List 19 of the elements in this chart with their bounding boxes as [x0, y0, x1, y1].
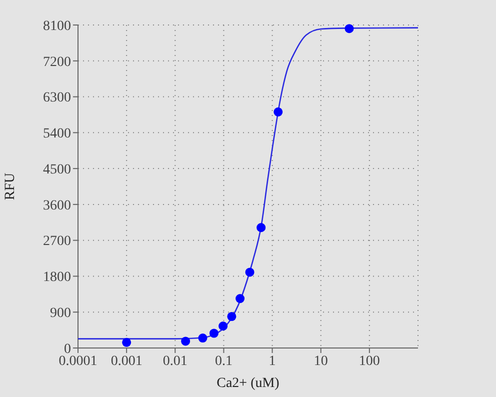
y-tick-label: 5400 — [43, 126, 71, 142]
y-tick-label: 6300 — [43, 90, 71, 106]
x-axis-title: Ca2+ (uM) — [216, 376, 280, 391]
x-tick-label: 100 — [358, 354, 380, 369]
x-tick-label: 0.1 — [214, 354, 232, 369]
y-tick-label: 1800 — [43, 270, 71, 286]
y-axis-title: RFU — [3, 172, 18, 200]
y-tick-label: 0 — [64, 342, 71, 357]
y-tick-label: 4500 — [43, 162, 71, 178]
x-tick-label: 10 — [314, 354, 328, 369]
x-tick-label: 1 — [268, 354, 276, 369]
x-tick-label: 0.01 — [162, 354, 188, 369]
y-tick-label: 2700 — [43, 234, 71, 250]
x-tick-label: 0.0001 — [58, 354, 98, 369]
y-tick-label: 900 — [50, 306, 71, 322]
y-tick-label: 3600 — [43, 198, 71, 214]
y-tick-label: 7200 — [43, 54, 71, 70]
x-tick-label: 0.001 — [110, 354, 142, 369]
y-tick-label: 8100 — [43, 18, 71, 34]
